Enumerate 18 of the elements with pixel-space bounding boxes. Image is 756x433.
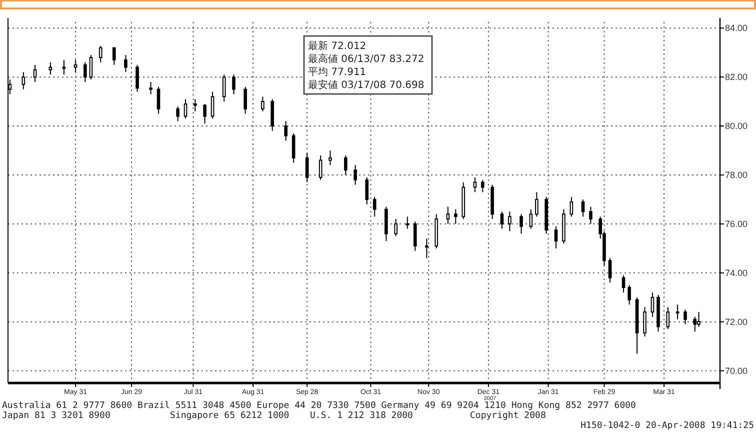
text: H150-1042-0 20-Apr-2008 19:41:25 [580, 421, 754, 431]
annotation: 平均 77.911 [308, 66, 366, 78]
y-tick-label: 76.00 [725, 218, 748, 229]
y-tick-label: 70.00 [725, 366, 748, 376]
y-tick-label: 84.00 [725, 23, 748, 34]
y-tick-label: 80.00 [725, 121, 748, 132]
text: U.S. 1 212 318 2000 [310, 411, 413, 421]
text: Copyright 2008 [470, 411, 546, 421]
annotation: 最高値 06/13/07 83.272 [308, 53, 424, 65]
text: Japan 81 3 3201 8900 [2, 411, 110, 421]
annotation: 最新 72.012 [308, 40, 366, 52]
y-tick-label: 78.00 [725, 170, 748, 180]
y-tick-label: 82.00 [725, 72, 748, 82]
annotation: 最安値 03/17/08 70.698 [308, 79, 424, 91]
y-tick-label: 74.00 [725, 268, 748, 278]
y-tick-label: 72.00 [725, 316, 748, 327]
text: Australia 61 2 9777 8600 Brazil 5511 3048 4500 Europe 44 20 7330 7500 Germany 49 69 9204 1210 Hong Kong 852 2977 6000 [2, 401, 636, 411]
text: Singapore 65 6212 1000 [170, 411, 290, 421]
